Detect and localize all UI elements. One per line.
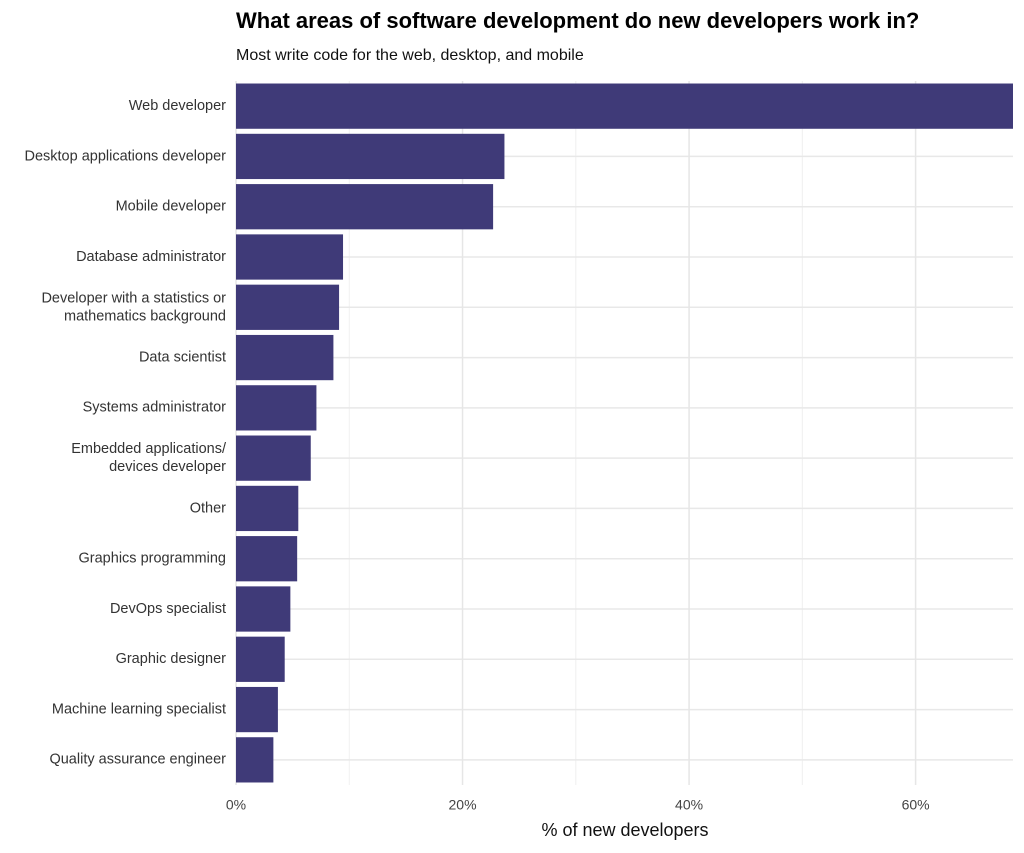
bar [236, 284, 340, 330]
y-tick-label: Systems administrator [83, 400, 227, 416]
y-tick-label: Graphics programming [79, 551, 226, 567]
x-tick-label: 40% [675, 797, 703, 813]
x-tick-label: 0% [226, 797, 246, 813]
bar [236, 234, 344, 280]
x-axis-title: % of new developers [541, 820, 708, 840]
bar [236, 385, 317, 431]
y-tick-label: Embedded applications/devices developer [71, 441, 227, 475]
bar [236, 485, 299, 532]
bar [236, 737, 274, 783]
bar [236, 586, 291, 632]
chart-title: What areas of software development do ne… [236, 8, 919, 33]
bar [236, 184, 494, 230]
bar [236, 686, 278, 733]
y-tick-label: Other [190, 500, 226, 516]
y-tick-label: Database administrator [76, 249, 226, 265]
x-tick-label: 60% [902, 797, 930, 813]
y-tick-label: Mobile developer [116, 199, 227, 215]
bar [236, 536, 298, 582]
y-tick-label: Developer with a statistics or mathematic… [41, 290, 226, 324]
bar [236, 83, 1013, 129]
y-tick-label: Data scientist [139, 349, 226, 365]
y-tick-label: DevOps specialist [110, 601, 226, 617]
chart-subtitle: Most write code for the web, desktop, an… [236, 47, 584, 64]
y-tick-label: Desktop applications developer [24, 148, 226, 164]
y-tick-label: Web developer [129, 98, 226, 114]
bar [236, 133, 505, 180]
bar [236, 334, 334, 381]
y-tick-label: Quality assurance engineer [49, 752, 226, 768]
y-tick-label: Machine learning specialist [52, 701, 226, 717]
y-tick-label: Graphic designer [116, 651, 227, 667]
x-tick-label: 20% [449, 797, 477, 813]
bar [236, 636, 285, 682]
bar [236, 435, 311, 481]
